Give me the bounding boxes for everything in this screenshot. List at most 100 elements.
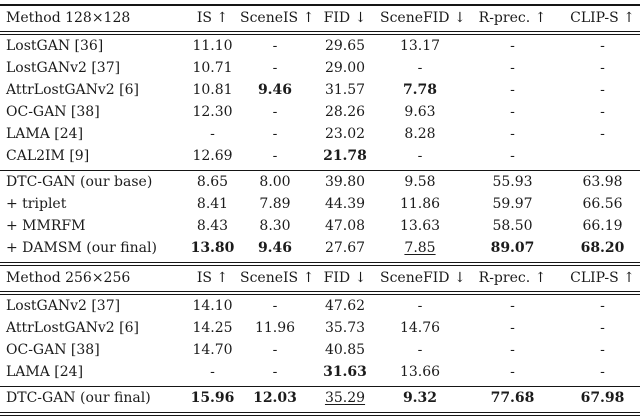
column-header-clips: CLIP-S ↑	[570, 270, 635, 286]
metric-value: 8.65	[196, 174, 229, 190]
metric-value: -	[272, 60, 278, 76]
metric-value: 12.69	[192, 148, 233, 164]
metric-value: 7.89	[259, 196, 291, 212]
metric-value: 13.80	[190, 240, 235, 256]
metric-value: 63.98	[582, 174, 623, 190]
metric-value: -	[600, 38, 605, 54]
metric-value: 66.19	[582, 218, 623, 234]
metric-value: 9.46	[257, 82, 293, 98]
metric-value: 8.00	[259, 174, 291, 190]
metric-value: 89.07	[490, 240, 535, 256]
metric-value: 27.67	[324, 240, 366, 256]
metric-value: -	[600, 320, 605, 336]
metric-value: 58.50	[492, 218, 533, 234]
column-header-method-256: Method 256×256	[6, 270, 131, 286]
metric-value: 7.78	[402, 82, 438, 98]
metric-value: -	[272, 104, 278, 120]
metric-value: 10.81	[192, 82, 233, 98]
column-header-fid: FID ↓	[323, 10, 367, 26]
metric-value: 28.26	[324, 104, 366, 120]
metric-value: 8.41	[196, 196, 229, 212]
method-name: DTC-GAN (our final)	[6, 390, 151, 406]
metric-value: 7.85	[404, 240, 436, 256]
metric-value: -	[417, 60, 423, 76]
metric-value: 13.17	[399, 38, 441, 54]
metric-value: 13.63	[399, 218, 441, 234]
table-row: LAMA [24] - - 23.02 8.28 - -	[0, 123, 640, 145]
metric-value: 40.85	[324, 342, 366, 358]
metric-value: 9.32	[402, 390, 438, 406]
metric-value: 67.98	[580, 390, 625, 406]
metric-value: -	[510, 148, 515, 164]
results-table-256-header: Method 256×256 IS ↑ SceneIS ↑ FID ↓ Scen…	[0, 266, 640, 291]
column-header-rprec: R-prec. ↑	[478, 270, 547, 286]
table-row: DTC-GAN (our base) 8.65 8.00 39.80 9.58 55.93…	[0, 171, 640, 194]
table-separator-rule	[0, 262, 640, 266]
table-row: LostGANv2 [37] 10.71 - 29.00 - - -	[0, 57, 640, 79]
baseline-methods-256: LostGANv2 [37] 14.10-47.62- - - AttrLostGANv…	[0, 295, 640, 387]
metric-value: -	[510, 298, 515, 314]
metric-value: 47.62	[324, 298, 366, 314]
table-row: AttrLostGANv2 [6] 14.25 11.96 35.73 14.76 - -	[0, 317, 640, 339]
metric-value: 21.78	[323, 148, 367, 164]
metric-value: 14.70	[192, 342, 233, 358]
metric-value: 66.56	[582, 196, 623, 212]
metric-value: -	[600, 104, 605, 120]
table-row: OC-GAN [38] 12.30 - 28.26 9.63 - -	[0, 101, 640, 123]
results-table-256-body: LostGANv2 [37] 14.10-47.62- - - AttrLostGANv…	[0, 295, 640, 412]
metric-value: 11.10	[192, 38, 233, 54]
metric-value: 13.66	[399, 364, 441, 380]
column-header-scenefid: SceneFID ↓	[380, 270, 466, 286]
column-header-is: IS ↑	[196, 10, 229, 26]
metric-value: -	[510, 60, 515, 76]
metric-value: 9.46	[257, 240, 293, 256]
metric-value: -	[272, 298, 278, 314]
metric-value: -	[510, 364, 515, 380]
metric-value: 29.65	[324, 38, 366, 54]
metric-value: 39.80	[324, 174, 366, 190]
metric-value: -	[510, 104, 515, 120]
table-row: + MMRFM 8.43 8.30 47.08 13.63 58.50 66.19	[0, 215, 640, 237]
header-rule-256	[0, 291, 640, 295]
metric-value: 29.00	[324, 60, 366, 76]
metric-value: -	[510, 82, 515, 98]
table-row: AttrLostGANv2 [6] 10.81 9.46 31.57 7.78 - -	[0, 79, 640, 101]
method-name: CAL2IM [9]	[6, 148, 90, 164]
table-row: DTC-GAN (our final) 15.96 12.03 35.29 9.32 77…	[0, 387, 640, 413]
method-name: LostGAN [36]	[6, 38, 104, 54]
table-row: LostGAN [36] 11.10 - 29.65 13.17 - -	[0, 35, 640, 57]
metric-value: -	[272, 364, 278, 380]
metric-value: -	[272, 38, 278, 54]
metric-value: 12.03	[253, 390, 297, 406]
metric-value: 31.57	[324, 82, 366, 98]
metric-value: 35.73	[324, 320, 366, 336]
column-header-scenefid: SceneFID ↓	[380, 10, 466, 26]
metric-value: 47.08	[324, 218, 366, 234]
baseline-methods-128: LostGAN [36] 11.10-29.65 13.17- - LostGANv2 …	[0, 35, 640, 171]
metric-value: -	[210, 126, 215, 142]
metric-value: 11.96	[254, 320, 296, 336]
metric-value: -	[417, 342, 423, 358]
table-row: CAL2IM [9] 12.69 - 21.78 - -	[0, 145, 640, 171]
metric-value: 12.30	[192, 104, 233, 120]
metric-value: 44.39	[324, 196, 366, 212]
method-name: LostGANv2 [37]	[6, 298, 121, 314]
metric-value: 23.02	[324, 126, 366, 142]
results-table-128-header: Method 128×128 IS ↑ SceneIS ↑ FID ↓ Scen…	[0, 6, 640, 31]
metric-value: 10.71	[192, 60, 233, 76]
metric-value: 14.10	[192, 298, 233, 314]
metric-value: 14.25	[192, 320, 233, 336]
metric-value: -	[272, 342, 278, 358]
metric-value: -	[600, 364, 605, 380]
metric-value: 77.68	[490, 390, 535, 406]
method-name: + MMRFM	[6, 218, 86, 234]
metric-value: 68.20	[580, 240, 625, 256]
metric-value: -	[272, 126, 278, 142]
method-name: OC-GAN [38]	[6, 104, 100, 120]
column-header-fid: FID ↓	[323, 270, 367, 286]
method-name: + triplet	[6, 196, 67, 212]
table-row: + DAMSM (our final) 13.80 9.46 27.67 7.85 89.…	[0, 237, 640, 262]
header-row-128: Method 128×128 IS ↑ SceneIS ↑ FID ↓ Scen…	[0, 6, 640, 31]
table-row: + triplet 8.41 7.89 44.39 11.86 59.97 66.56	[0, 193, 640, 215]
metric-value: 8.30	[259, 218, 291, 234]
